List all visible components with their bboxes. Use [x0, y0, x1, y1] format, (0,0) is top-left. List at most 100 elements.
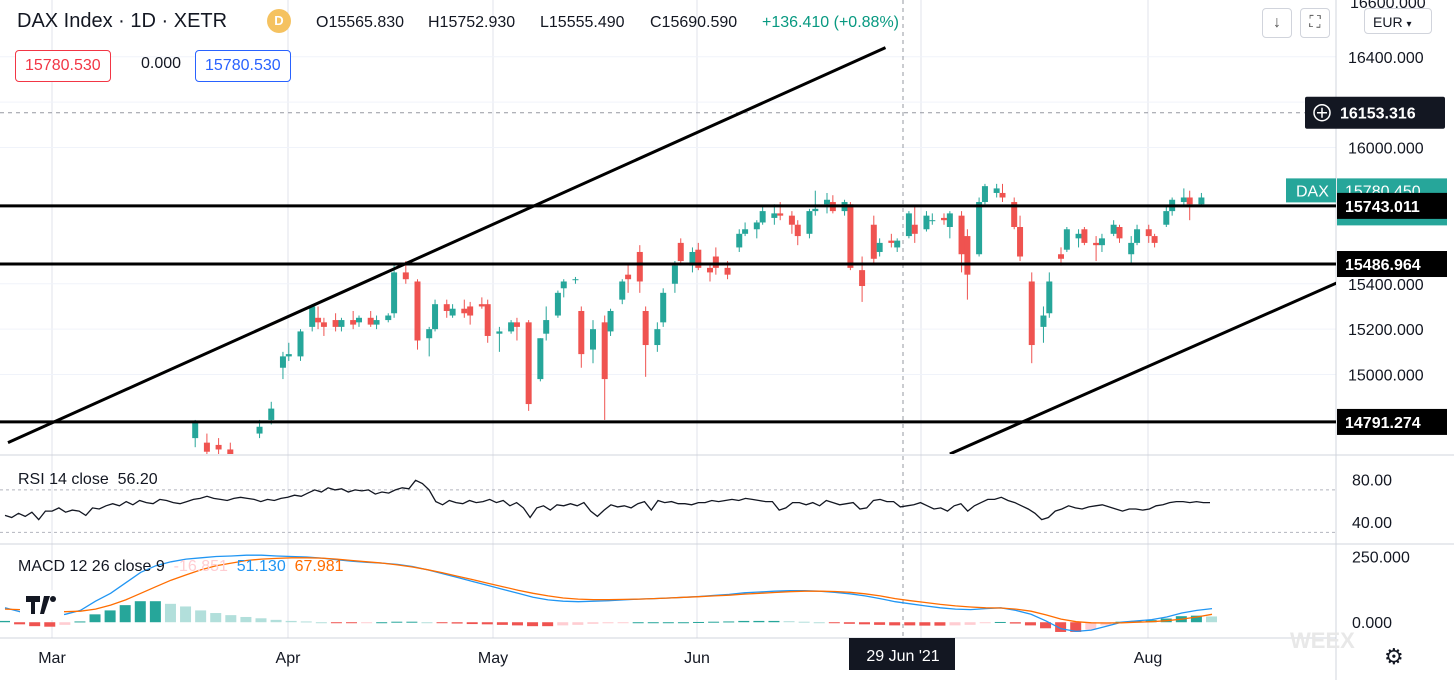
macd-histogram-bar — [1055, 622, 1067, 632]
macd-histogram-bar — [723, 621, 735, 623]
macd-histogram-bar — [1070, 622, 1082, 632]
macd-histogram-bar — [949, 622, 961, 626]
macd-histogram-value: -16.851 — [173, 558, 228, 575]
time-tick-label: Aug — [1134, 650, 1162, 667]
candle-body — [484, 304, 491, 336]
macd-histogram-bar — [632, 622, 644, 624]
candle-body — [607, 310, 614, 332]
candle-body — [1198, 197, 1205, 205]
candle-body — [315, 317, 322, 323]
candle-body — [1028, 281, 1035, 346]
macd-histogram-bar — [693, 621, 705, 623]
candle-body — [1116, 227, 1123, 239]
close-value: C15690.590 — [650, 14, 738, 31]
sell-price-box[interactable]: 15780.530 — [15, 50, 111, 82]
candle-body — [391, 272, 398, 314]
rsi-legend[interactable]: RSI 14 close 56.20 — [18, 471, 158, 489]
candle-body — [601, 322, 608, 380]
candle-body — [677, 242, 684, 262]
candle-body — [1151, 236, 1158, 243]
macd-histogram-bar — [858, 622, 870, 625]
candle-body — [964, 236, 971, 275]
candle-body — [1040, 315, 1047, 327]
macd-histogram-bar — [285, 620, 297, 623]
crosshair-price-label — [1305, 96, 1445, 129]
plus-circle-icon — [1313, 103, 1331, 122]
candle-body — [268, 408, 275, 420]
candle-body — [806, 211, 813, 234]
candle-body — [560, 281, 567, 289]
chevron-down-icon: ▾ — [1406, 19, 1412, 30]
time-tick-label: Jun — [684, 650, 710, 667]
macd-histogram-bar — [421, 622, 433, 624]
level-price-label — [1337, 251, 1447, 278]
download-button[interactable]: ↓ — [1262, 8, 1292, 38]
macd-histogram-bar — [889, 622, 901, 626]
candle-body — [525, 322, 532, 405]
candle-body — [742, 229, 749, 234]
time-tick-label: Mar — [38, 650, 66, 667]
candle-body — [461, 308, 468, 314]
macd-histogram-bar — [934, 622, 946, 626]
price-tick-label: 15000.000 — [1348, 368, 1424, 385]
candle-body — [1110, 224, 1117, 234]
macd-histogram-bar — [964, 622, 976, 625]
symbol-name: DAX Index — [17, 10, 113, 32]
crosshair-date-label — [849, 638, 955, 670]
candle-body — [1098, 238, 1105, 246]
last-price-symbol: DAX — [1296, 183, 1329, 200]
price-tick-label: 15200.000 — [1348, 322, 1424, 339]
macd-histogram-bar — [874, 622, 886, 625]
candle-body — [496, 331, 503, 334]
candle-body — [695, 249, 702, 268]
candle-body — [660, 292, 667, 323]
low-value: L15555.490 — [540, 14, 625, 31]
candle-body — [712, 256, 719, 268]
macd-histogram-bar — [0, 620, 10, 623]
macd-histogram-bar — [1085, 622, 1097, 630]
candle-body — [689, 251, 696, 266]
candle-body — [227, 449, 234, 454]
macd-legend[interactable]: MACD 12 26 close 9 -16.851 51.130 67.981 — [18, 558, 344, 576]
candle-body — [192, 422, 199, 439]
macd-line — [4, 554, 1213, 633]
buy-price-box[interactable]: 15780.530 — [195, 50, 291, 82]
candle-body — [736, 233, 743, 248]
candle-body — [590, 329, 596, 350]
macd-histogram-bar — [466, 622, 478, 625]
candle-body — [467, 306, 474, 316]
candle-body — [636, 251, 643, 282]
spread-value: 0.000 — [141, 55, 182, 72]
candle-body — [888, 240, 895, 243]
macd-histogram-bar — [677, 622, 689, 624]
currency-select[interactable]: EUR ▾ — [1364, 8, 1432, 34]
macd-histogram-bar — [361, 622, 373, 624]
candle-body — [537, 338, 544, 380]
candle-body — [788, 215, 795, 225]
candle-body — [426, 329, 433, 339]
interval-label: 1D — [130, 10, 156, 32]
candle-body — [759, 211, 766, 223]
arrow-down-icon: ↓ — [1273, 14, 1281, 31]
settings-gear-icon[interactable]: ⚙ — [1384, 644, 1404, 669]
candle-body — [1075, 233, 1082, 239]
macd-histogram-bar — [210, 613, 222, 623]
macd-histogram-bar — [527, 622, 539, 627]
currency-label: EUR — [1373, 14, 1403, 30]
candle-body — [847, 204, 854, 268]
level-price-text: 15486.964 — [1345, 257, 1421, 274]
candle-body — [1145, 229, 1152, 237]
macd-histogram-bar — [738, 620, 750, 623]
fullscreen-button[interactable]: ⛶ — [1300, 8, 1330, 38]
macd-histogram-bar — [753, 620, 765, 623]
macd-histogram-bar — [376, 622, 388, 624]
macd-histogram-bar — [104, 610, 116, 623]
candle-body — [543, 320, 550, 334]
candle-body — [1093, 242, 1100, 246]
macd-tick-label: 250.000 — [1352, 550, 1410, 567]
symbol-title[interactable]: DAX Index · 1D · XETR — [17, 10, 228, 32]
candle-body — [256, 426, 263, 434]
macd-histogram-bar — [904, 622, 916, 626]
candle-body — [1163, 211, 1170, 225]
